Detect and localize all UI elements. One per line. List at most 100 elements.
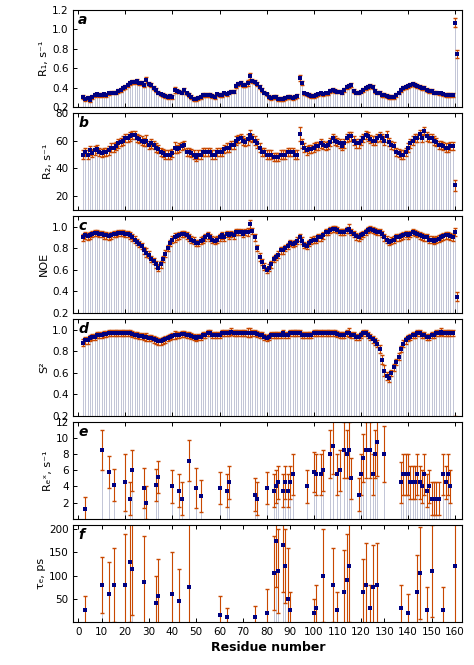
Point (171, 232, 179, 243)
Point (114, 138, 122, 149)
Point (310, 234, 318, 245)
Point (317, 232, 325, 243)
Point (419, 481, 426, 492)
Point (265, 332, 273, 342)
Point (82, 335, 89, 346)
Point (442, 327, 449, 338)
Point (105, 327, 113, 338)
Point (263, 333, 271, 344)
Point (291, 237, 299, 248)
Point (98, 579, 106, 590)
Point (220, 144, 228, 154)
Point (183, 230, 191, 241)
Point (414, 327, 421, 338)
Point (119, 136, 127, 146)
Point (439, 605, 447, 616)
Point (169, 481, 176, 492)
Point (185, 90, 193, 101)
Point (357, 86, 365, 97)
Point (397, 344, 405, 354)
Point (334, 469, 341, 479)
Point (416, 477, 424, 487)
Point (103, 90, 110, 101)
Point (282, 93, 289, 104)
Point (209, 91, 216, 102)
Point (265, 92, 273, 102)
Y-axis label: S²: S² (39, 362, 49, 373)
Text: a: a (78, 13, 88, 27)
Point (108, 230, 115, 241)
Point (322, 327, 329, 338)
Point (93, 228, 101, 239)
Point (228, 327, 235, 337)
Point (100, 230, 108, 241)
Point (359, 587, 367, 597)
Point (432, 87, 440, 98)
Point (364, 81, 372, 92)
Point (376, 87, 383, 98)
Point (108, 327, 115, 338)
Point (447, 481, 454, 492)
Point (383, 131, 391, 142)
Point (404, 469, 412, 479)
Point (105, 589, 113, 599)
Point (263, 607, 271, 618)
Point (121, 132, 129, 143)
Point (345, 80, 353, 91)
Text: f: f (78, 527, 84, 541)
Point (152, 84, 160, 95)
Point (305, 90, 313, 101)
Point (178, 87, 186, 98)
Point (338, 330, 346, 340)
Point (109, 579, 117, 590)
Point (112, 141, 119, 152)
Point (230, 86, 237, 97)
Point (442, 90, 449, 101)
Point (435, 140, 442, 150)
Point (100, 329, 108, 339)
Point (327, 85, 334, 96)
Point (197, 149, 204, 160)
Point (143, 497, 150, 508)
Point (93, 89, 101, 100)
Point (447, 90, 454, 101)
Point (82, 605, 89, 616)
Point (439, 89, 447, 100)
Point (235, 78, 242, 89)
Point (369, 136, 376, 146)
Point (402, 146, 410, 157)
Point (279, 245, 287, 256)
Point (409, 330, 417, 340)
Point (185, 330, 193, 340)
Point (228, 140, 235, 150)
Point (334, 605, 341, 616)
Point (152, 259, 160, 270)
Point (435, 493, 442, 504)
Point (319, 230, 327, 241)
Point (362, 445, 369, 456)
Point (404, 230, 412, 241)
Point (169, 331, 176, 341)
Text: b: b (78, 116, 88, 130)
Point (416, 81, 424, 92)
Point (430, 87, 438, 98)
Point (449, 90, 456, 101)
Point (409, 227, 417, 237)
Point (308, 235, 315, 246)
Point (232, 136, 240, 146)
Point (166, 149, 174, 160)
Point (176, 230, 183, 241)
Point (79, 149, 87, 160)
Point (447, 141, 454, 152)
Point (334, 225, 341, 235)
Point (289, 469, 296, 479)
Point (84, 335, 91, 346)
Point (124, 132, 131, 143)
Point (169, 234, 176, 245)
Point (246, 219, 254, 230)
Point (166, 91, 174, 102)
Point (244, 134, 252, 144)
Point (447, 327, 454, 338)
Point (261, 146, 268, 157)
Point (447, 231, 454, 241)
